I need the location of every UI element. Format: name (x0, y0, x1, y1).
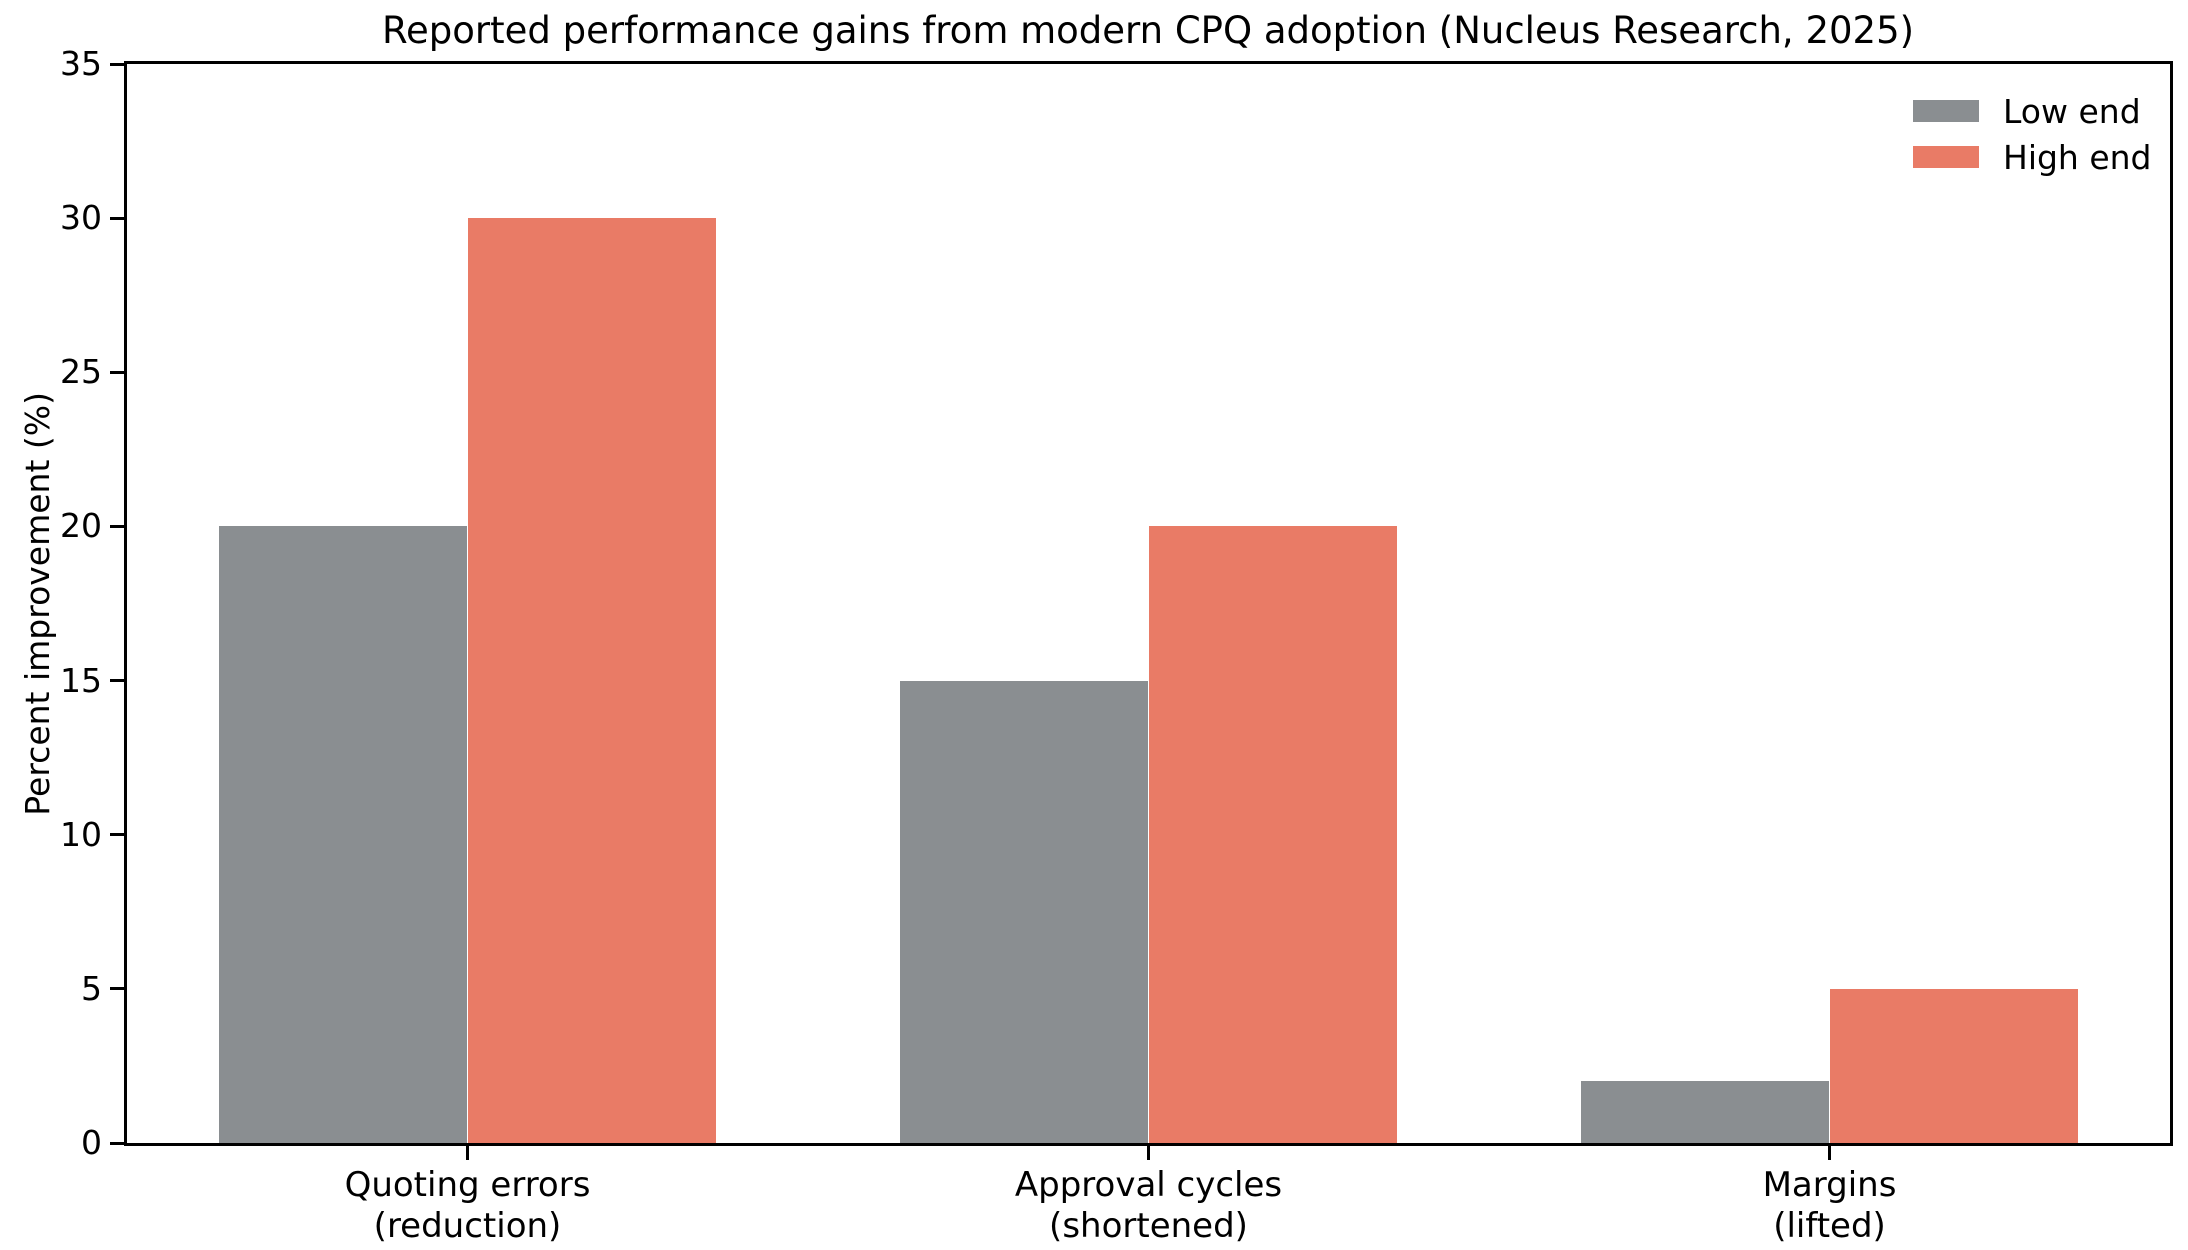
y-tick-mark (110, 524, 124, 528)
x-category-label-line: (reduction) (373, 1206, 562, 1246)
y-tick-mark (110, 216, 124, 220)
y-tick-label: 30 (60, 198, 102, 238)
y-tick-mark (110, 679, 124, 683)
bar-high-end (467, 218, 717, 1143)
y-tick-label: 35 (60, 44, 102, 83)
y-tick-mark (110, 987, 124, 991)
x-category-label-line: (shortened) (1049, 1206, 1248, 1246)
y-tick-mark (110, 62, 124, 66)
chart-title: Reported performance gains from modern C… (381, 9, 1915, 52)
legend-swatch-icon (1913, 146, 1979, 168)
y-tick-mark (110, 1141, 124, 1145)
x-category-label-line: Margins (1762, 1165, 1897, 1205)
y-tick-label: 0 (81, 1123, 102, 1162)
x-category-label-line: Approval cycles (1014, 1165, 1283, 1205)
legend: Low end High end (1913, 88, 2152, 180)
x-category-label: Quoting errors (reduction) (345, 1165, 591, 1247)
y-tick-mark (110, 833, 124, 837)
x-category-label: Margins (lifted) (1763, 1165, 1897, 1247)
legend-row: High end (1913, 134, 2152, 180)
x-category-label-line: Quoting errors (344, 1165, 591, 1205)
x-tick-mark (1147, 1143, 1150, 1160)
y-tick-label: 20 (60, 506, 102, 546)
x-category-label: Approval cycles (shortened) (1015, 1165, 1282, 1247)
bar-high-end (1829, 988, 2079, 1143)
y-tick-label: 5 (81, 968, 102, 1008)
legend-label: Low end (2003, 91, 2141, 131)
y-tick-mark (110, 370, 124, 374)
y-tick-label: 10 (60, 814, 102, 854)
legend-label: High end (2003, 137, 2152, 177)
x-tick-mark (466, 1143, 469, 1160)
bar-low-end (1580, 1081, 1830, 1143)
legend-row: Low end (1913, 88, 2152, 134)
bar-high-end (1148, 526, 1398, 1143)
x-tick-mark (1828, 1143, 1831, 1160)
y-tick-label: 25 (60, 352, 102, 392)
bar-low-end (899, 680, 1149, 1143)
plot-area: 0 5 10 15 20 25 30 35 Quoting errors (reduction)… (60, 47, 2173, 1246)
y-axis-label: Percent improvement (%) (17, 391, 57, 816)
legend-swatch-icon (1913, 100, 1979, 122)
x-category-label-line: (lifted) (1773, 1206, 1886, 1246)
bar-low-end (218, 526, 468, 1143)
y-tick-label: 15 (60, 660, 102, 700)
